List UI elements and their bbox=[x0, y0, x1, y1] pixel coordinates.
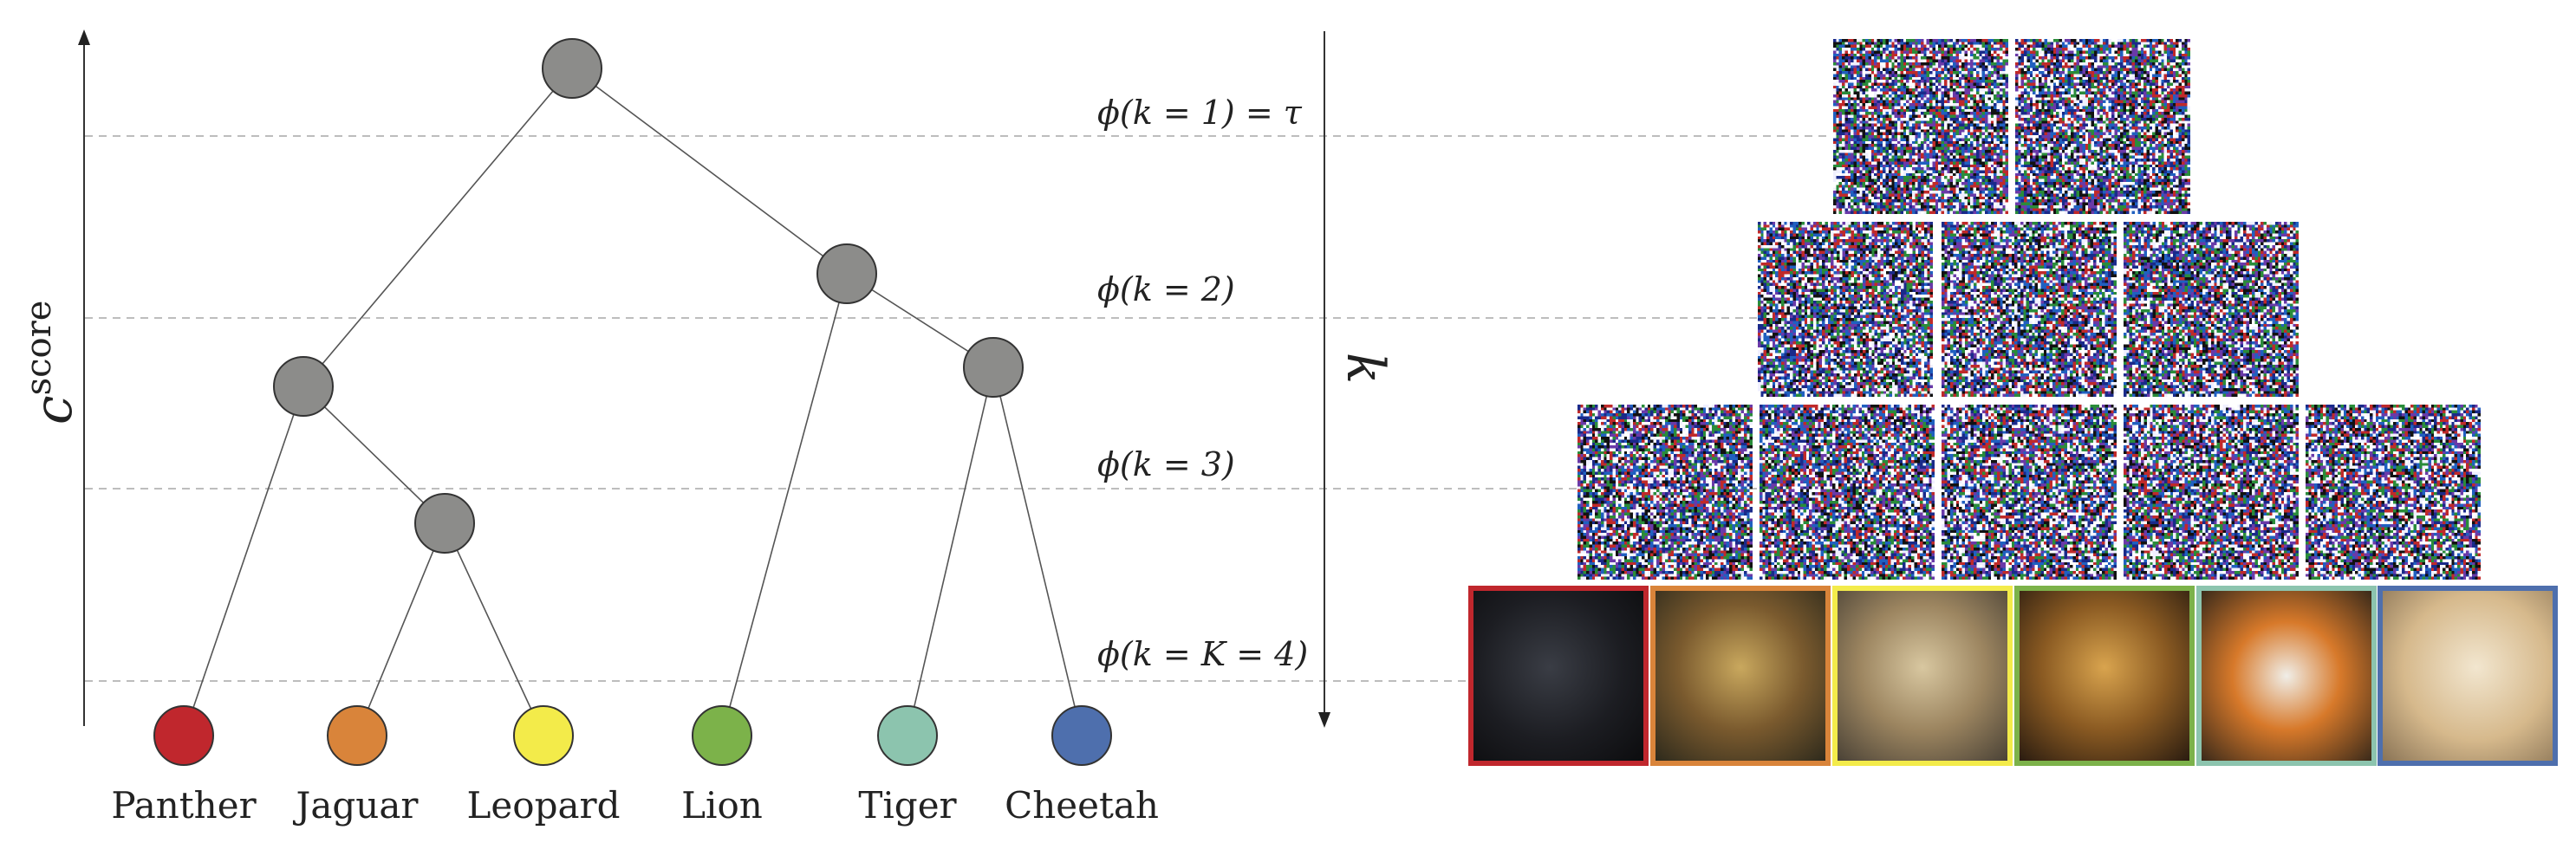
tree-edge-D-L4 bbox=[907, 366, 994, 736]
tree-edge-B-L1 bbox=[356, 522, 446, 736]
tree-edge-root-A bbox=[302, 68, 573, 387]
leaf-label-jaguar: Jaguar bbox=[293, 784, 420, 827]
tiger-photo bbox=[2202, 591, 2371, 761]
noisy-sample-level1-1 bbox=[1833, 39, 2008, 214]
internal-node-C bbox=[816, 243, 877, 304]
noisy-sample-level2-3-noise bbox=[2124, 222, 2299, 397]
generated-image-cheetah bbox=[2378, 586, 2558, 766]
cscore-axis-arrow bbox=[78, 29, 90, 45]
level-label-4: ϕ(k = K = 4) bbox=[1097, 635, 1308, 673]
noisy-sample-level3-4 bbox=[2124, 405, 2299, 580]
generated-image-lion bbox=[2014, 586, 2195, 766]
leaf-label-panther: Panther bbox=[111, 784, 257, 827]
leaf-node-jaguar bbox=[327, 705, 387, 766]
leaf-node-cheetah bbox=[1051, 705, 1112, 766]
internal-node-B bbox=[414, 493, 475, 554]
noisy-sample-level1-2-noise bbox=[2015, 39, 2190, 214]
panther-photo bbox=[1473, 591, 1643, 761]
leaf-node-lion bbox=[692, 705, 752, 766]
cscore-axis-label: cscore bbox=[19, 301, 84, 425]
level-label-3: ϕ(k = 3) bbox=[1097, 445, 1235, 483]
noisy-sample-level2-1-noise bbox=[1758, 222, 1933, 397]
noisy-sample-level2-3 bbox=[2124, 222, 2299, 397]
leaf-node-panther bbox=[153, 705, 214, 766]
tree-edge-D-L5 bbox=[992, 366, 1083, 736]
noisy-sample-level1-1-noise bbox=[1833, 39, 2008, 214]
lion-photo bbox=[2020, 591, 2189, 761]
tree-edge-root-C bbox=[571, 68, 848, 275]
noisy-sample-level3-1-noise bbox=[1577, 405, 1753, 580]
internal-node-A bbox=[273, 356, 334, 417]
tree-edge-B-L2 bbox=[444, 522, 544, 736]
noisy-sample-level3-2-noise bbox=[1760, 405, 1935, 580]
noisy-sample-level1-2 bbox=[2015, 39, 2190, 214]
leaf-node-tiger bbox=[877, 705, 938, 766]
internal-node-D bbox=[963, 337, 1024, 398]
noisy-sample-level2-1 bbox=[1758, 222, 1933, 397]
generated-image-jaguar bbox=[1650, 586, 1831, 766]
leaf-node-leopard bbox=[513, 705, 574, 766]
level-label-1: ϕ(k = 1) = τ bbox=[1097, 94, 1303, 132]
generated-image-panther bbox=[1468, 586, 1649, 766]
noisy-sample-level2-2 bbox=[1942, 222, 2117, 397]
noisy-sample-level3-3 bbox=[1942, 405, 2117, 580]
tree-edge-A-B bbox=[302, 386, 446, 524]
jaguar-photo bbox=[1656, 591, 1825, 761]
generated-image-leopard bbox=[1832, 586, 2013, 766]
tree-edge-C-L3 bbox=[721, 273, 848, 736]
leaf-label-leopard: Leopard bbox=[467, 784, 621, 827]
level-label-2: ϕ(k = 2) bbox=[1097, 270, 1235, 308]
noisy-sample-level3-1 bbox=[1577, 405, 1753, 580]
k-axis-label: k bbox=[1335, 353, 1395, 384]
noisy-sample-level2-2-noise bbox=[1942, 222, 2117, 397]
leopard-photo bbox=[1838, 591, 2007, 761]
noisy-sample-level3-5-noise bbox=[2306, 405, 2481, 580]
noisy-sample-level3-4-noise bbox=[2124, 405, 2299, 580]
noisy-sample-level3-5 bbox=[2306, 405, 2481, 580]
generated-image-tiger bbox=[2196, 586, 2377, 766]
internal-node-root bbox=[542, 38, 602, 99]
k-axis-arrow bbox=[1318, 712, 1330, 728]
cheetah-photo bbox=[2383, 591, 2553, 761]
noisy-sample-level3-3-noise bbox=[1942, 405, 2117, 580]
leaf-label-tiger: Tiger bbox=[858, 784, 957, 827]
noisy-sample-level3-2 bbox=[1760, 405, 1935, 580]
tree-edge-A-L0 bbox=[183, 386, 304, 736]
leaf-label-cheetah: Cheetah bbox=[1005, 784, 1159, 827]
leaf-label-lion: Lion bbox=[681, 784, 763, 827]
